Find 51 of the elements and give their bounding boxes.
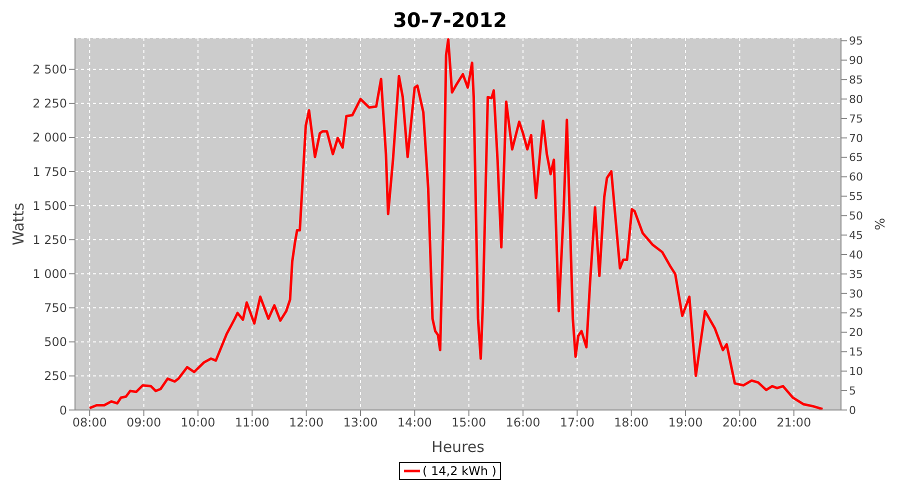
y2-tick-label: 60 [849,170,863,184]
y2-tick-label: 25 [849,306,863,320]
y2-tick-label: 5 [849,384,856,398]
y2-tick-label: 0 [849,404,856,417]
y-tick-label: 250 [44,369,67,384]
y2-tick-label: 20 [849,326,863,340]
x-tick-label: 17:00 [560,416,594,430]
chart-title: 30-7-2012 [392,8,508,34]
y2-tick-label: 75 [849,112,863,126]
y-tick-label: 1 500 [32,198,67,213]
y2-tick-label: 45 [849,228,863,242]
x-tick-label: 13:00 [343,416,378,430]
y2-tick-label: 35 [849,268,863,281]
y2-tick-label: 40 [849,248,863,262]
y-tick-label: 1 250 [32,232,67,247]
y2-tick-label: 65 [849,151,863,164]
y2-tick-label: 10 [849,365,863,378]
x-tick-label: 10:00 [180,416,216,430]
x-tick-label: 15:00 [452,416,486,430]
x-tick-label: 08:00 [72,416,107,430]
y2-tick-label: 50 [849,210,863,223]
y-tick-label: 2 500 [32,62,67,77]
line-series [88,38,824,410]
y2-tick-label: 90 [849,54,863,68]
y-tick-label: 2 250 [32,96,67,111]
y2-axis-title: % [874,218,889,230]
y2-tick-label: 30 [849,287,863,300]
x-axis-title: Heures [432,438,485,456]
x-tick-label: 12:00 [289,416,324,430]
y-tick-label: 1 000 [32,266,67,281]
x-tick-label: 18:00 [614,416,649,430]
y2-tick-label: 80 [849,92,863,106]
y-tick-label: 500 [44,335,67,350]
x-tick-label: 14:00 [397,416,432,430]
y2-tick-label: 70 [849,132,863,145]
y2-tick-label: 55 [849,190,863,204]
y2-tick-label: 95 [849,34,863,48]
x-tick-label: 11:00 [234,416,270,430]
x-tick-label: 19:00 [668,416,703,430]
y-tick-label: 2 000 [32,130,67,145]
x-tick-label: 21:00 [776,416,812,430]
y2-tick-label: 85 [849,73,863,86]
x-tick-label: 09:00 [126,416,162,430]
x-tick-label: 20:00 [722,416,757,430]
y2-tick-label: 15 [849,346,863,359]
x-tick-label: 16:00 [506,416,540,430]
y-tick-label: 750 [44,301,67,316]
y-axis-title: Watts [9,202,28,246]
y-tick-label: 1 750 [32,164,67,179]
y-tick-label: 0 [59,403,67,418]
legend-label: ( 14,2 kWh ) [422,464,496,478]
